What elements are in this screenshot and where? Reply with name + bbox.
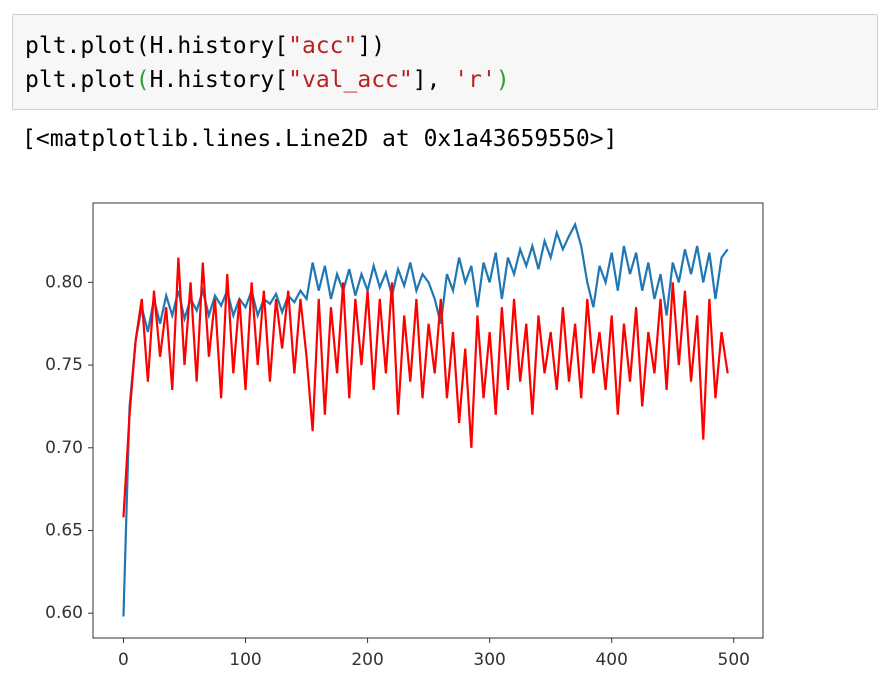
x-tick-label: 500 bbox=[718, 650, 750, 670]
code-token: plt.plot bbox=[25, 67, 136, 93]
x-tick-label: 400 bbox=[595, 650, 627, 670]
code-token: H.history[ bbox=[149, 67, 289, 93]
code-string: "acc" bbox=[288, 33, 358, 59]
code-string: "val_acc" bbox=[288, 67, 413, 93]
code-token: plt.plot(H.history[ bbox=[25, 33, 289, 59]
x-tick-label: 300 bbox=[473, 650, 505, 670]
y-tick-label: 0.80 bbox=[45, 272, 83, 292]
code-line: plt.plot(H.history["val_acc"], 'r') bbox=[25, 67, 510, 93]
code-string: 'r' bbox=[454, 67, 496, 93]
x-tick-label: 0 bbox=[118, 650, 129, 670]
data-line bbox=[122, 257, 729, 518]
code-line: plt.plot(H.history["acc"]) bbox=[25, 33, 385, 59]
y-tick-label: 0.65 bbox=[45, 520, 83, 540]
y-tick-label: 0.70 bbox=[45, 438, 83, 458]
code-paren: ( bbox=[135, 67, 150, 93]
output-text: [<matplotlib.lines.Line2D at 0x1a4365955… bbox=[22, 126, 618, 152]
x-tick-label: 200 bbox=[351, 650, 383, 670]
axes-frame bbox=[92, 202, 764, 639]
code-token: ], bbox=[412, 67, 455, 93]
code-token: ]) bbox=[357, 33, 386, 59]
x-tick-label: 100 bbox=[229, 650, 261, 670]
code-cell[interactable]: plt.plot(H.history["acc"]) plt.plot(H.hi… bbox=[12, 14, 878, 110]
y-tick-label: 0.75 bbox=[45, 355, 83, 375]
code-paren: ) bbox=[495, 67, 510, 93]
y-tick-label: 0.60 bbox=[45, 603, 83, 623]
data-line bbox=[122, 221, 729, 617]
